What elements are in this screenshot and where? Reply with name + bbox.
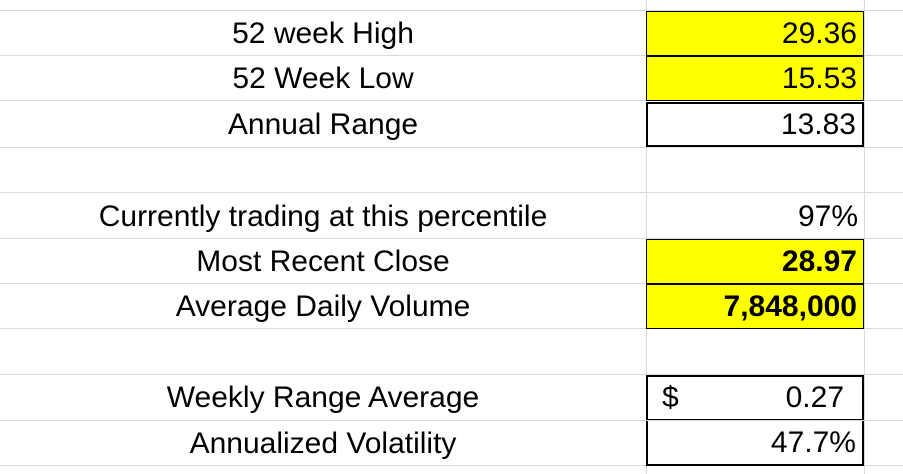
cell-label[interactable]: Average Daily Volume: [175, 289, 471, 323]
cell-label[interactable]: 52 Week Low: [232, 61, 414, 95]
grid-line: [0, 465, 903, 466]
cell-value[interactable]: 7,848,000: [646, 284, 864, 329]
cell-label[interactable]: Annualized Volatility: [189, 426, 457, 460]
cell-label[interactable]: Most Recent Close: [196, 244, 450, 278]
grid-line: [0, 10, 903, 11]
cell-value[interactable]: 97%: [797, 199, 858, 233]
cell-value[interactable]: 13.83: [646, 102, 864, 147]
grid-line: [0, 328, 903, 329]
cell-value-currency[interactable]: $ 0.27: [646, 375, 864, 420]
row-52-week-low: 52 Week Low 15.53: [0, 56, 903, 101]
currency-symbol: $: [662, 380, 679, 414]
cell-value[interactable]: 15.53: [646, 56, 864, 101]
grid-line: [0, 283, 903, 284]
grid-line: [646, 0, 647, 474]
cell-value[interactable]: 29.36: [646, 11, 864, 56]
grid-line: [0, 192, 903, 193]
row-annualized-volatility: Annualized Volatility 47.7%: [0, 421, 903, 466]
row-most-recent-close: Most Recent Close 28.97: [0, 239, 903, 284]
cell-value: 0.27: [785, 381, 844, 414]
row-weekly-range-average: Weekly Range Average $ 0.27: [0, 375, 903, 420]
cell-label[interactable]: Annual Range: [227, 107, 419, 141]
row-annual-range: Annual Range 13.83: [0, 102, 903, 147]
cell-value[interactable]: 47.7%: [646, 421, 864, 466]
grid-line: [0, 147, 903, 148]
cell-label[interactable]: Currently trading at this percentile: [98, 199, 548, 233]
row-average-daily-volume: Average Daily Volume 7,848,000: [0, 284, 903, 329]
row-percentile: Currently trading at this percentile 97%: [0, 194, 903, 239]
cell-value[interactable]: 28.97: [646, 239, 864, 284]
cell-label[interactable]: Weekly Range Average: [166, 380, 480, 414]
grid-line: [864, 0, 865, 474]
grid-line: [0, 100, 903, 101]
row-52-week-high: 52 week High 29.36: [0, 11, 903, 56]
grid-line: [0, 238, 903, 239]
grid-line: [0, 374, 903, 375]
grid-line: [0, 55, 903, 56]
cell-label[interactable]: 52 week High: [232, 16, 414, 50]
grid-line: [0, 420, 903, 421]
